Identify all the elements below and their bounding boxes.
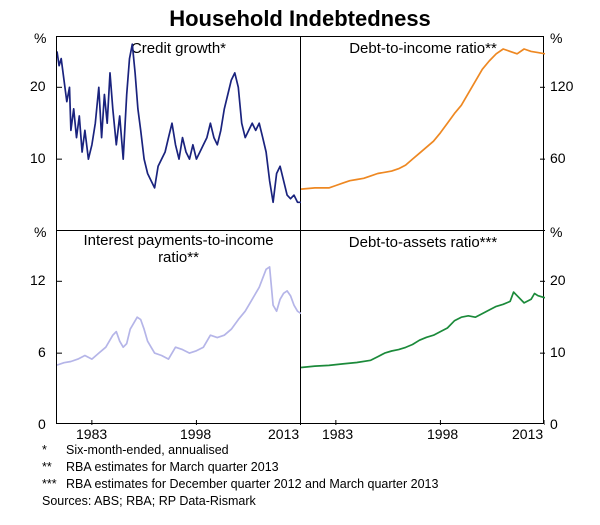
series-line [301,49,545,189]
xtick-2013-l: 2013 [268,426,299,442]
figure-container: Household Indebtedness % % % % 20 10 120… [0,0,600,525]
panel-debt-assets: Debt-to-assets ratio*** [301,231,545,425]
sources: Sources: ABS; RBA; RP Data-Rismark [42,493,438,510]
ytick-l-20: 20 [30,78,46,94]
xtick-1998-l: 1998 [180,426,211,442]
footnotes: *Six-month-ended, annualised **RBA estim… [42,442,438,510]
xtick-2013-r: 2013 [512,426,543,442]
pct-mid-left: % [34,224,46,240]
figure-title: Household Indebtedness [0,0,600,34]
chart-svg [301,231,545,425]
xtick-1983-l: 1983 [76,426,107,442]
ytick-l-12: 12 [30,272,46,288]
ytick-r-10: 10 [550,344,566,360]
ytick-l-6: 6 [38,344,46,360]
ytick-l-0: 0 [38,416,46,432]
xtick-1998-r: 1998 [427,426,458,442]
panel-interest-payments: Interest payments-to-incomeratio** [57,231,301,425]
pct-top-left: % [34,30,46,46]
footnote-1: *Six-month-ended, annualised [42,442,438,459]
ytick-r-60: 60 [550,150,566,166]
pct-top-right: % [550,30,562,46]
chart-svg [301,37,545,231]
chart-svg [57,37,301,231]
series-line [57,44,301,202]
series-line [57,267,301,365]
xtick-1983-r: 1983 [322,426,353,442]
panel-credit-growth: Credit growth* [57,37,301,231]
panel-debt-income: Debt-to-income ratio** [301,37,545,231]
ytick-r-120: 120 [550,78,573,94]
chart-grid: Credit growth* Debt-to-income ratio** In… [56,36,544,424]
pct-mid-right: % [550,224,562,240]
ytick-l-10: 10 [30,150,46,166]
footnote-2: **RBA estimates for March quarter 2013 [42,459,438,476]
series-line [301,292,545,367]
chart-svg [57,231,301,425]
ytick-r-20: 20 [550,272,566,288]
ytick-r-0: 0 [550,416,558,432]
footnote-3: ***RBA estimates for December quarter 20… [42,476,438,493]
